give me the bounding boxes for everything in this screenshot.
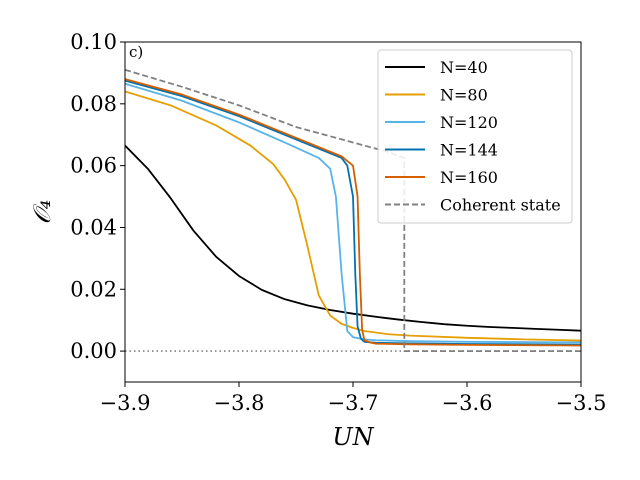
series-line-n-40 (125, 144, 581, 332)
x-tick-label: −3.9 (100, 391, 151, 415)
y-axis-label: 𝒪₄ (28, 200, 56, 225)
series-line-coherent-state (125, 68, 581, 352)
legend: N=40 N=80 N=120 N=144 N=160 Coherent state (377, 49, 573, 224)
series-line-n-144 (125, 79, 581, 346)
x-tick-label: −3.5 (556, 391, 607, 415)
x-tick-label: −3.8 (214, 391, 265, 415)
x-tick-label: −3.7 (328, 391, 379, 415)
legend-label: N=160 (440, 168, 498, 187)
y-tick-label: 0.08 (70, 92, 117, 116)
legend-box (377, 49, 573, 224)
series-line-n-80 (125, 90, 581, 342)
x-axis-label: UN (332, 423, 374, 451)
legend-label: N=40 (440, 58, 488, 77)
panel-label: c) (129, 43, 143, 61)
x-tick-label: −3.6 (442, 391, 493, 415)
y-tick-label: 0.06 (70, 154, 117, 178)
y-tick-label: 0.02 (70, 277, 117, 301)
legend-label: N=144 (440, 141, 498, 160)
y-tick-label: 0.00 (70, 339, 117, 363)
series-line-n-160 (125, 78, 581, 347)
y-tick-label: 0.10 (70, 30, 117, 54)
legend-label: Coherent state (440, 196, 561, 215)
legend-label: N=80 (440, 86, 488, 105)
legend-label: N=120 (440, 113, 498, 132)
series-line-n-120 (125, 82, 581, 344)
y-tick-label: 0.04 (70, 215, 117, 239)
